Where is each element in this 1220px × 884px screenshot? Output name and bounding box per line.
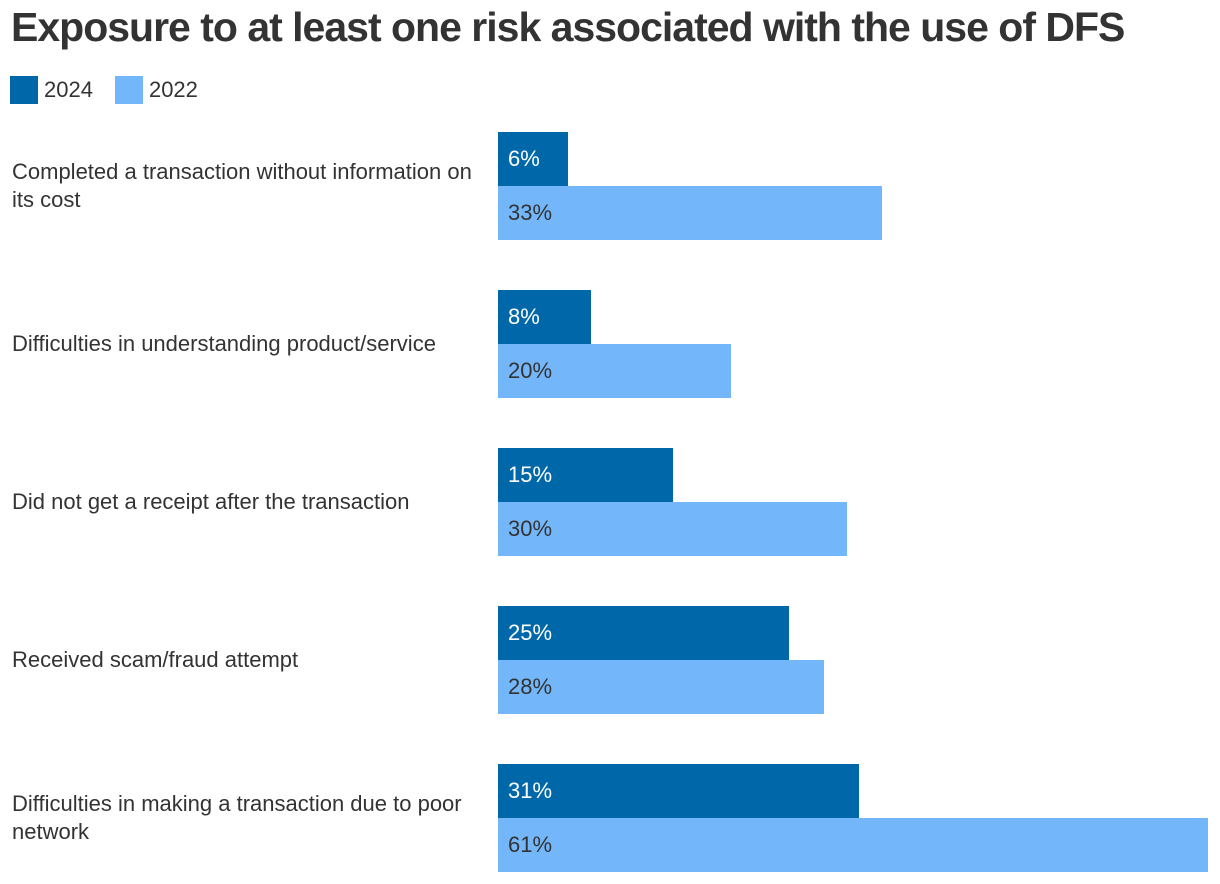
data-label-2024: 15% bbox=[508, 462, 553, 487]
bar-2022-difficulties-in-understanding-product-service bbox=[498, 344, 731, 398]
bar-2024-received-scam-fraud-attempt bbox=[498, 606, 789, 660]
chart-title: Exposure to at least one risk associated… bbox=[11, 4, 1125, 50]
category-label: Difficulties in understanding product/se… bbox=[12, 331, 436, 356]
data-label-2022: 61% bbox=[508, 832, 553, 857]
bar-2022-completed-a-transaction-without-information-on-its-cost bbox=[498, 186, 882, 240]
bar-2022-did-not-get-a-receipt-after-the-transaction bbox=[498, 502, 847, 556]
legend-label-2024: 2024 bbox=[44, 77, 93, 102]
legend-label-2022: 2022 bbox=[148, 77, 198, 102]
legend-item-2024: 2024 bbox=[10, 76, 93, 104]
legend-swatch-2022 bbox=[114, 76, 143, 104]
data-label-2022: 20% bbox=[508, 358, 553, 383]
data-label-2024: 6% bbox=[508, 146, 540, 171]
data-label-2022: 33% bbox=[508, 200, 553, 225]
data-label-2024: 31% bbox=[508, 778, 553, 803]
bar-2022-received-scam-fraud-attempt bbox=[498, 660, 824, 714]
bar-2024-completed-a-transaction-without-information-on-its-cost bbox=[498, 132, 568, 186]
legend-swatch-2024 bbox=[10, 76, 38, 104]
bar-2024-difficulties-in-making-a-transaction-due-to-poor-network bbox=[498, 764, 859, 818]
bar-2024-did-not-get-a-receipt-after-the-transaction bbox=[498, 448, 673, 502]
category-label: Did not get a receipt after the transact… bbox=[12, 489, 410, 514]
legend-item-2022: 2022 bbox=[114, 76, 198, 104]
category-label: Difficulties in making a transaction due… bbox=[12, 791, 462, 844]
data-label-2022: 28% bbox=[508, 674, 553, 699]
category-label: Completed a transaction without informat… bbox=[12, 159, 472, 212]
bar-2022-difficulties-in-making-a-transaction-due-to-poor-network bbox=[498, 818, 1208, 872]
legend: 2024 2022 bbox=[10, 75, 220, 105]
data-label-2022: 30% bbox=[508, 516, 553, 541]
data-label-2024: 25% bbox=[508, 620, 553, 645]
bar-2024-difficulties-in-understanding-product-service bbox=[498, 290, 591, 344]
data-label-2024: 8% bbox=[508, 304, 540, 329]
category-label: Received scam/fraud attempt bbox=[12, 647, 299, 672]
